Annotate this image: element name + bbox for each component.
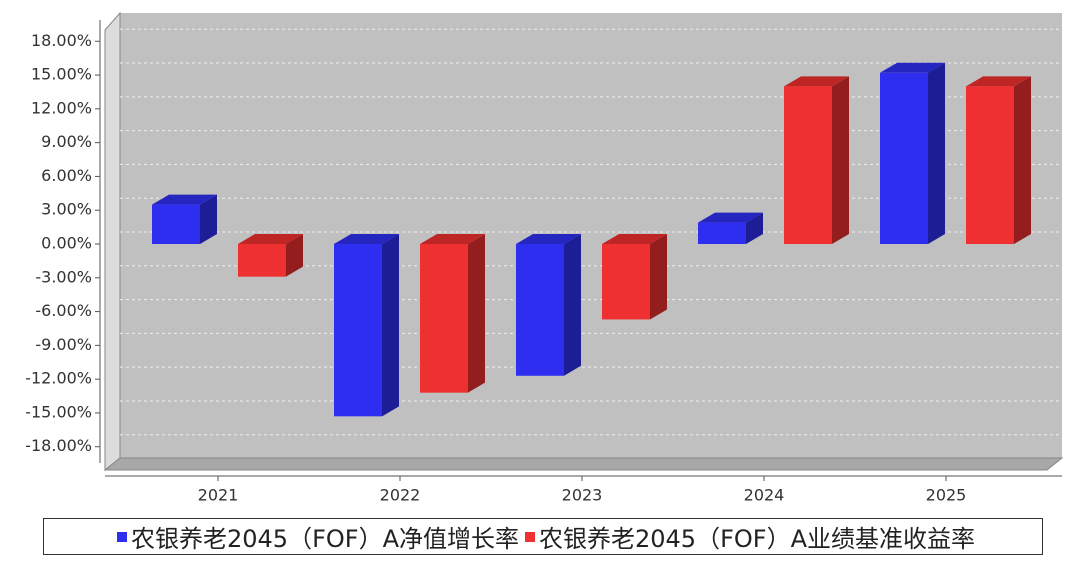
y-tick-label: -3.00%: [35, 267, 92, 286]
y-tick-label: -18.00%: [25, 436, 92, 455]
legend: 农银养老2045（FOF）A净值增长率 农银养老2045（FOF）A业绩基准收益率: [43, 518, 1043, 555]
bar-top: [698, 212, 763, 223]
legend-swatch: [117, 531, 127, 542]
bar-side: [382, 234, 399, 417]
y-tick-label: 0.00%: [41, 234, 92, 253]
y-tick-label: -15.00%: [25, 402, 92, 421]
y-tick-label: 3.00%: [41, 200, 92, 219]
bar-side: [200, 194, 217, 244]
bar: [784, 86, 832, 244]
bar-top: [880, 62, 945, 73]
bar-top: [516, 234, 581, 244]
bar-top: [420, 234, 485, 244]
legend-label: 农银养老2045（FOF）A净值增长率: [131, 525, 519, 553]
left-wall: [104, 11, 121, 472]
y-tick-label: 18.00%: [31, 31, 92, 50]
bar: [238, 244, 286, 277]
bar: [152, 204, 200, 244]
y-tick-label: 15.00%: [31, 65, 92, 84]
bar-side: [468, 234, 485, 393]
bar: [420, 244, 468, 393]
bar: [516, 244, 564, 376]
x-tick-label: 2023: [562, 486, 603, 505]
bar-top: [602, 234, 667, 244]
bar-side: [286, 234, 303, 277]
bar-side: [832, 76, 849, 244]
bar-side: [650, 234, 667, 320]
bar-side: [746, 212, 763, 244]
y-tick-label: 9.00%: [41, 132, 92, 151]
x-tick-label: 2021: [198, 486, 239, 505]
bar-top: [334, 234, 399, 244]
bar-top: [966, 76, 1031, 87]
bar-side: [564, 234, 581, 376]
bar: [602, 244, 650, 320]
legend-label: 农银养老2045（FOF）A业绩基准收益率: [539, 525, 975, 553]
x-tick-label: 2025: [926, 486, 967, 505]
x-tick-label: 2022: [380, 486, 421, 505]
y-tick-label: 12.00%: [31, 98, 92, 117]
bar-top: [238, 234, 303, 244]
bar: [880, 72, 928, 244]
legend-swatch: [525, 531, 535, 542]
floor: [103, 457, 1064, 471]
y-tick-label: 6.00%: [41, 166, 92, 185]
bar: [698, 222, 746, 244]
bar-top: [152, 194, 217, 205]
bar: [334, 244, 382, 417]
bar-side: [928, 62, 945, 244]
bar-top: [784, 76, 849, 87]
y-tick-label: -9.00%: [35, 335, 92, 354]
x-tick-label: 2024: [744, 486, 785, 505]
y-tick-label: -6.00%: [35, 301, 92, 320]
y-tick-label: -12.00%: [25, 369, 92, 388]
bar-side: [1014, 76, 1031, 244]
chart: -18.00% -15.00% -12.00% -9.00% -6.00% -3.00% 0…: [25, 11, 1064, 505]
bar: [966, 86, 1014, 244]
